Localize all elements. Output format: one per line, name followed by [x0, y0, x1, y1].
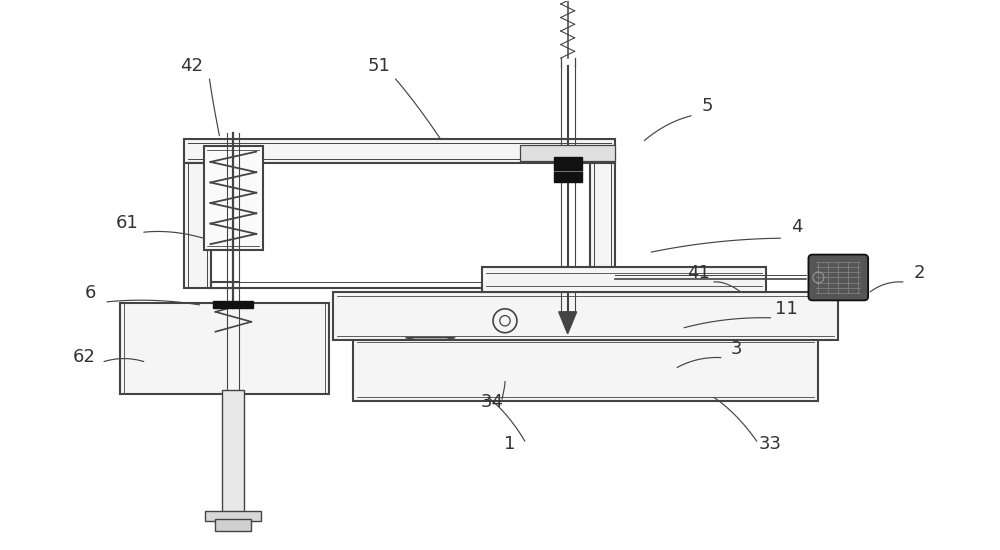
Text: 33: 33 [759, 435, 782, 453]
Bar [120, 303, 329, 394]
Text: 2: 2 [914, 264, 926, 282]
Text: 1: 1 [504, 435, 516, 453]
Bar [520, 145, 615, 161]
Text: 41: 41 [688, 264, 710, 282]
FancyBboxPatch shape [808, 255, 868, 300]
Text: 51: 51 [367, 57, 390, 75]
Text: 4: 4 [791, 218, 802, 236]
Text: 61: 61 [116, 214, 138, 232]
Bar [213, 301, 253, 308]
Circle shape [493, 309, 517, 333]
Text: 62: 62 [73, 348, 96, 366]
Bar [222, 390, 244, 514]
Bar [215, 519, 251, 531]
Bar [590, 163, 615, 288]
Text: 11: 11 [775, 300, 798, 318]
Bar [353, 338, 818, 402]
Text: 5: 5 [701, 97, 713, 115]
Text: 6: 6 [84, 284, 96, 302]
Text: 3: 3 [731, 339, 743, 358]
Text: 42: 42 [180, 57, 203, 75]
Bar [205, 511, 261, 521]
Text: 34: 34 [481, 393, 504, 411]
Bar [184, 139, 615, 163]
Bar [204, 146, 263, 250]
Polygon shape [405, 338, 455, 340]
Bar [482, 267, 766, 292]
Bar [554, 157, 582, 183]
Polygon shape [559, 312, 577, 334]
Bar [333, 292, 838, 340]
Bar [184, 163, 211, 288]
